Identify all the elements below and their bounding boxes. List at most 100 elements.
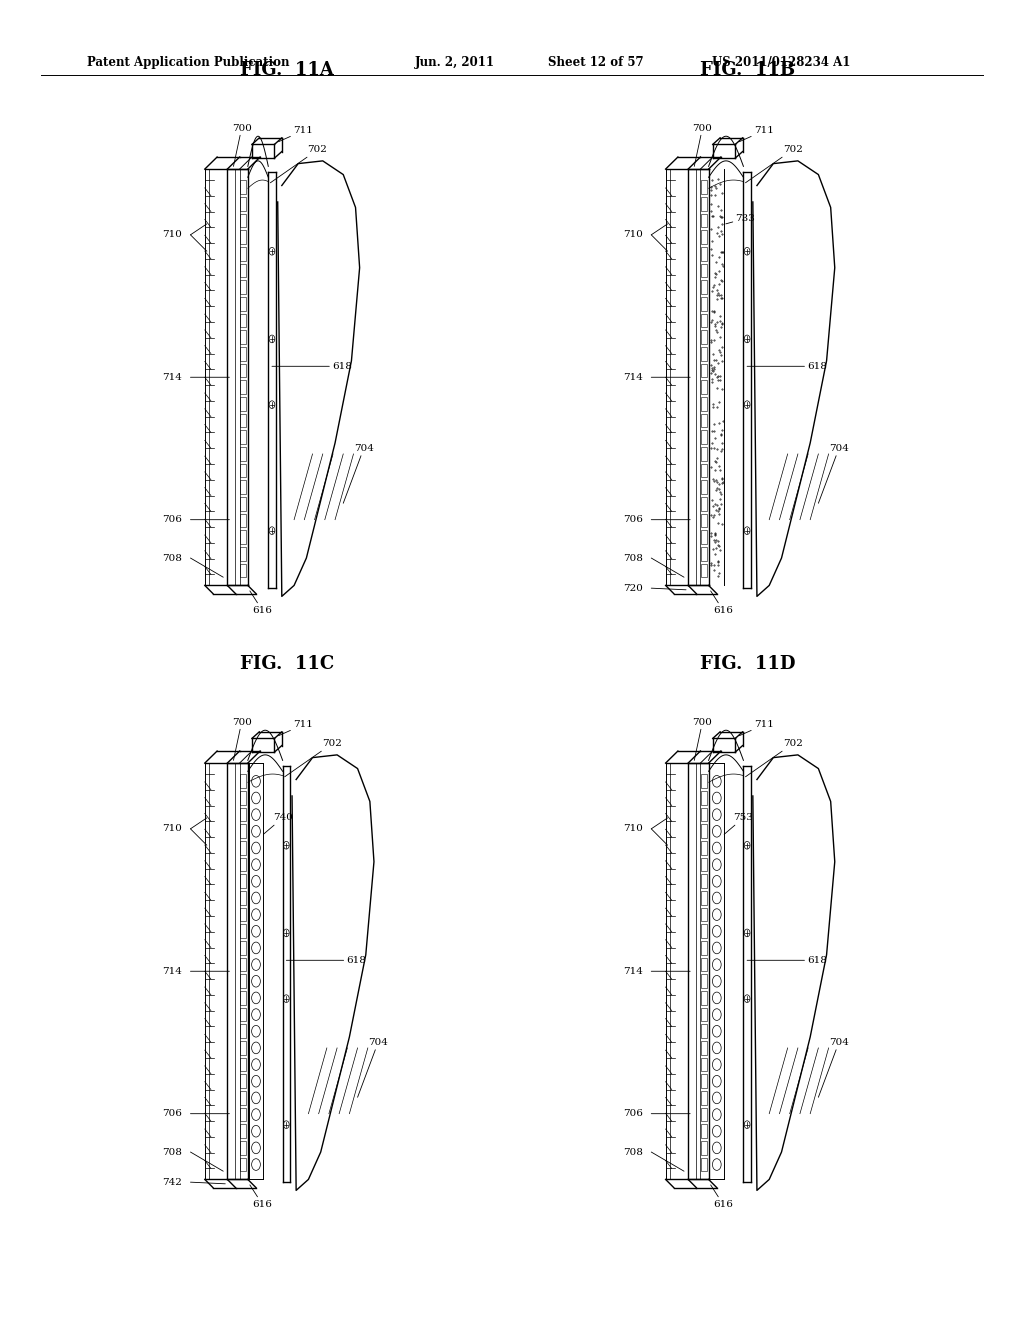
Text: FIG.  11C: FIG. 11C [240,655,334,673]
Text: 710: 710 [163,230,182,239]
Bar [700,908,707,921]
Bar [240,247,246,260]
Bar [240,531,246,544]
Bar [700,546,707,561]
Text: 711: 711 [279,721,313,735]
Bar [240,775,246,788]
Bar [700,264,707,277]
Bar [240,974,246,987]
Bar [700,397,707,411]
Bar [240,447,246,461]
Bar [240,480,246,494]
Bar [240,430,246,444]
Text: FIG.  11D: FIG. 11D [699,655,796,673]
Bar [240,1007,246,1022]
Bar [700,824,707,838]
Bar [700,1140,707,1155]
Bar [240,858,246,871]
Bar [700,247,707,260]
Bar [240,181,246,194]
Bar [700,791,707,805]
Bar [240,347,246,360]
Text: 700: 700 [231,124,252,166]
Text: Patent Application Publication: Patent Application Publication [87,55,290,69]
Bar [700,808,707,821]
Bar [240,874,246,888]
Bar [700,314,707,327]
Bar [700,463,707,478]
Bar [700,496,707,511]
Bar [240,991,246,1005]
Bar [240,363,246,378]
Bar [700,924,707,939]
Bar [240,1024,246,1038]
Bar [700,181,707,194]
Text: 704: 704 [357,1038,388,1097]
Text: 702: 702 [285,739,342,776]
Text: 711: 711 [739,721,774,735]
Bar [700,891,707,904]
Bar [700,1125,707,1138]
Text: 616: 616 [711,591,733,615]
Text: Sheet 12 of 57: Sheet 12 of 57 [548,55,643,69]
Bar [240,791,246,805]
Bar [700,1057,707,1072]
Bar [240,841,246,854]
Text: 714: 714 [163,966,182,975]
Bar [240,808,246,821]
Bar [700,1074,707,1088]
Bar [700,1041,707,1055]
Text: 702: 702 [745,739,803,776]
Bar [240,413,246,428]
Bar [240,330,246,345]
Text: 702: 702 [270,145,328,182]
Text: 753: 753 [724,813,754,834]
Bar [240,230,246,244]
Text: Jun. 2, 2011: Jun. 2, 2011 [415,55,495,69]
Text: 700: 700 [692,718,713,760]
Bar [240,496,246,511]
Bar [700,874,707,888]
Bar [700,430,707,444]
Bar [700,197,707,211]
Bar [700,363,707,378]
Text: 706: 706 [163,515,182,524]
Bar [240,1057,246,1072]
Text: 714: 714 [624,966,643,975]
Bar [700,1107,707,1121]
Bar [700,297,707,310]
Bar [700,841,707,854]
Text: 702: 702 [745,145,803,182]
Bar [240,1041,246,1055]
Bar [700,941,707,954]
Bar [700,214,707,227]
Bar [240,1107,246,1121]
Text: 708: 708 [163,1147,182,1156]
Bar [700,347,707,360]
Bar [700,380,707,393]
Text: 706: 706 [624,515,643,524]
Bar [240,463,246,478]
Bar [240,297,246,310]
Text: 616: 616 [250,1185,272,1209]
Bar [700,1158,707,1171]
Text: 616: 616 [250,591,272,615]
Text: 708: 708 [624,553,643,562]
Text: 700: 700 [692,124,713,166]
Text: 710: 710 [163,824,182,833]
Text: US 2011/0128234 A1: US 2011/0128234 A1 [712,55,850,69]
Text: 711: 711 [279,127,313,141]
Text: 740: 740 [263,813,293,834]
Bar [240,546,246,561]
Bar [240,1158,246,1171]
Bar [700,1090,707,1105]
Bar [240,280,246,294]
Bar [240,397,246,411]
Bar [240,1090,246,1105]
Bar [700,991,707,1005]
Text: 706: 706 [163,1109,182,1118]
Bar [240,957,246,972]
Text: 618: 618 [748,362,827,371]
Text: 710: 710 [624,230,643,239]
Bar [240,564,246,577]
